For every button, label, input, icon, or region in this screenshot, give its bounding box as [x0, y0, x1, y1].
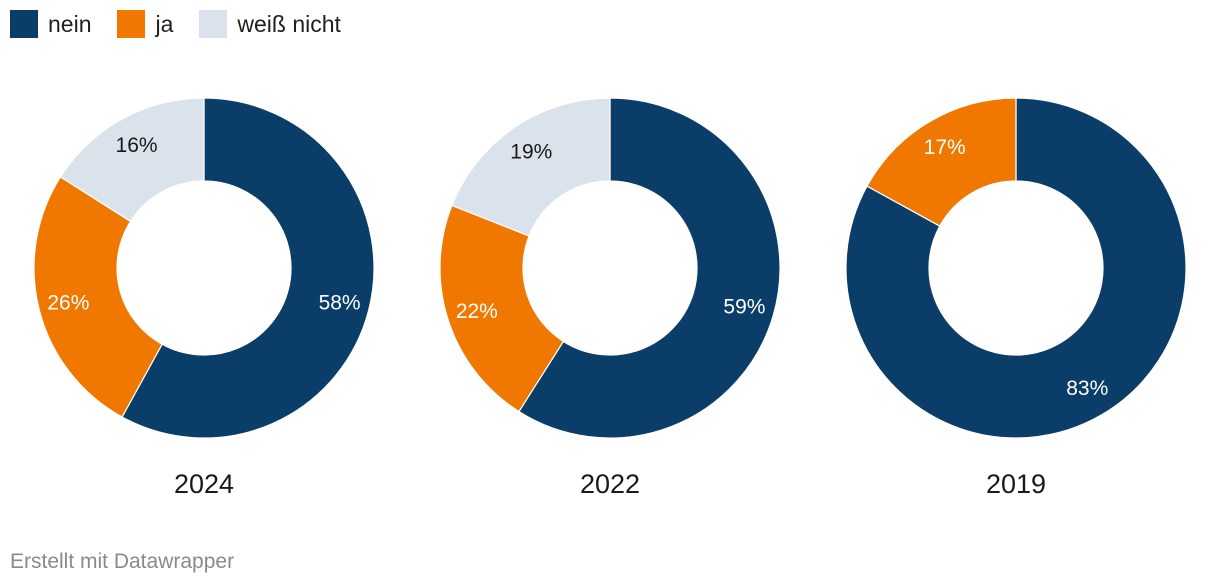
donut-2019: 83% 17% 2019 [845, 97, 1187, 499]
data-label-2022-weiss-nicht: 19% [510, 141, 552, 164]
data-label-2024-weiss-nicht: 16% [116, 134, 158, 157]
data-label-2024-nein: 58% [319, 291, 361, 314]
legend-label-ja: ja [155, 10, 174, 37]
slice-2019-nein [845, 97, 1187, 439]
data-label-2024-ja: 26% [47, 291, 89, 314]
datawrapper-credit: Erstellt mit Datawrapper [10, 550, 235, 573]
legend-item-nein: nein [10, 10, 91, 38]
slice-2024-nein [121, 97, 375, 439]
legend-swatch-nein [10, 10, 38, 38]
chart-title-2022: 2022 [580, 469, 640, 499]
slice-2022-nein [518, 97, 781, 439]
legend-item-ja: ja [117, 10, 173, 38]
legend-item-weiss-nicht: weiß nicht [199, 10, 341, 38]
legend-label-nein: nein [48, 10, 92, 37]
legend-swatch-ja [117, 10, 146, 38]
data-label-2019-ja: 17% [924, 136, 966, 159]
data-label-2022-ja: 22% [456, 300, 498, 323]
chart-title-2019: 2019 [986, 469, 1046, 499]
legend: nein ja weiß nicht [10, 9, 367, 39]
donut-2024: 58% 26% 16% 2024 [33, 97, 375, 499]
legend-label-weiss-nicht: weiß nicht [237, 10, 341, 37]
donut-2022: 59% 22% 19% 2022 [439, 97, 781, 499]
slice-2022-weiss-nicht [451, 97, 611, 237]
data-label-2022-nein: 59% [723, 296, 765, 319]
data-label-2019-nein: 83% [1066, 377, 1108, 400]
slice-2019-ja [866, 97, 1017, 227]
legend-swatch-weiss-nicht [199, 10, 228, 38]
chart-title-2024: 2024 [174, 469, 234, 499]
slice-2024-weiss-nicht [59, 97, 205, 223]
slice-2024-ja [33, 176, 163, 418]
slice-2022-ja [439, 204, 565, 413]
